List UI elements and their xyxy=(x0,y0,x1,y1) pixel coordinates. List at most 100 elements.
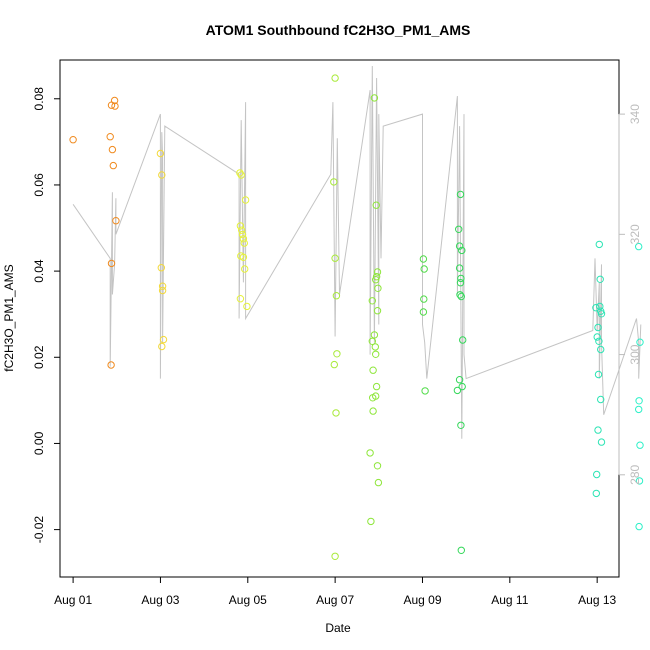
data-point xyxy=(330,178,338,186)
data-point xyxy=(156,149,165,158)
x-axis-label: Date xyxy=(325,621,351,635)
data-point xyxy=(594,426,602,434)
data-point xyxy=(369,407,377,415)
data-point xyxy=(596,275,604,283)
data-point xyxy=(238,226,246,234)
data-point xyxy=(419,255,428,263)
data-point xyxy=(367,517,375,526)
x-tick-label: Aug 07 xyxy=(316,593,354,607)
data-point xyxy=(240,239,249,247)
data-point xyxy=(110,96,119,105)
data-point xyxy=(457,292,465,301)
x-tick-label: Aug 03 xyxy=(141,593,179,607)
data-point xyxy=(455,264,464,272)
data-point xyxy=(458,246,466,255)
data-point xyxy=(595,337,603,345)
data-point xyxy=(594,323,602,332)
data-point xyxy=(331,552,339,560)
data-point xyxy=(458,382,466,391)
data-point xyxy=(419,308,428,316)
data-point xyxy=(592,489,600,498)
data-point xyxy=(239,253,248,261)
data-point xyxy=(456,291,464,299)
data-point xyxy=(593,333,601,341)
data-point xyxy=(111,102,119,110)
secondary-trace-group xyxy=(72,65,642,439)
x-axis: Aug 01 Aug 03 Aug 05 Aug 07 Aug 09 Aug 11 Aug … xyxy=(54,576,617,607)
y2-tick-label: 320 xyxy=(628,224,642,244)
y-axis-label: fC2H3O_PM1_AMS xyxy=(2,264,16,371)
data-point xyxy=(370,94,379,102)
data-point xyxy=(370,331,379,339)
data-point xyxy=(236,169,244,177)
data-point xyxy=(597,395,605,404)
data-point xyxy=(597,345,605,354)
data-point xyxy=(107,361,115,369)
data-point xyxy=(595,240,603,249)
data-point xyxy=(106,133,114,141)
y-tick-label: 0.04 xyxy=(32,259,46,283)
secondary-trace-line xyxy=(72,65,642,439)
data-point xyxy=(158,286,167,295)
data-point xyxy=(243,302,251,311)
data-point xyxy=(594,370,603,379)
data-point xyxy=(372,273,381,281)
data-point xyxy=(635,405,643,414)
data-point xyxy=(371,343,379,351)
data-point xyxy=(374,478,383,487)
data-point xyxy=(330,360,338,369)
data-point xyxy=(333,350,341,358)
plot-area xyxy=(59,59,620,578)
data-point xyxy=(239,235,248,243)
data-point xyxy=(332,409,340,417)
data-point xyxy=(457,421,465,429)
data-point xyxy=(69,136,77,144)
data-point xyxy=(635,522,643,531)
data-point xyxy=(368,337,376,345)
data-point xyxy=(596,302,604,311)
data-point xyxy=(368,297,376,305)
data-point xyxy=(457,546,465,554)
data-point xyxy=(159,335,168,344)
y-tick-label: 0.02 xyxy=(32,345,46,369)
data-point xyxy=(372,392,380,400)
data-point xyxy=(158,282,167,290)
data-point xyxy=(455,376,464,384)
data-point xyxy=(332,292,341,300)
y2-tick-label: 300 xyxy=(628,344,642,364)
data-point xyxy=(366,449,374,457)
data-point xyxy=(373,307,382,315)
y-tick-label: -0.02 xyxy=(32,516,46,544)
data-point xyxy=(635,242,643,251)
data-point xyxy=(158,171,166,179)
data-point xyxy=(373,462,382,470)
y2-tick-label: 340 xyxy=(628,104,642,124)
data-point xyxy=(238,230,247,239)
data-point xyxy=(453,386,462,395)
data-point xyxy=(372,276,380,284)
x-tick-label: Aug 09 xyxy=(403,593,441,607)
data-point xyxy=(456,190,465,199)
x-tick-label: Aug 01 xyxy=(54,593,92,607)
data-point xyxy=(636,338,644,346)
data-point xyxy=(107,259,116,268)
data-point xyxy=(108,145,117,154)
data-point xyxy=(421,387,429,395)
data-point xyxy=(635,397,643,405)
data-point xyxy=(372,350,380,358)
data-point xyxy=(597,438,606,446)
data-point xyxy=(372,382,381,391)
y2-axis: 280 300 320 340 xyxy=(618,104,642,485)
data-point xyxy=(455,242,464,250)
data-point xyxy=(456,279,465,287)
data-point xyxy=(331,74,339,82)
y-tick-label: 0.08 xyxy=(32,87,46,111)
data-point xyxy=(593,470,601,479)
data-point xyxy=(369,366,377,374)
data-point xyxy=(636,441,644,449)
chart-title: ATOM1 Southbound fC2H3O_PM1_AMS xyxy=(206,22,471,38)
data-point xyxy=(592,304,600,312)
x-tick-label: Aug 13 xyxy=(578,593,616,607)
y-axis: -0.02 0.00 0.02 0.04 0.06 0.08 xyxy=(32,87,61,544)
data-points-group xyxy=(69,74,644,560)
